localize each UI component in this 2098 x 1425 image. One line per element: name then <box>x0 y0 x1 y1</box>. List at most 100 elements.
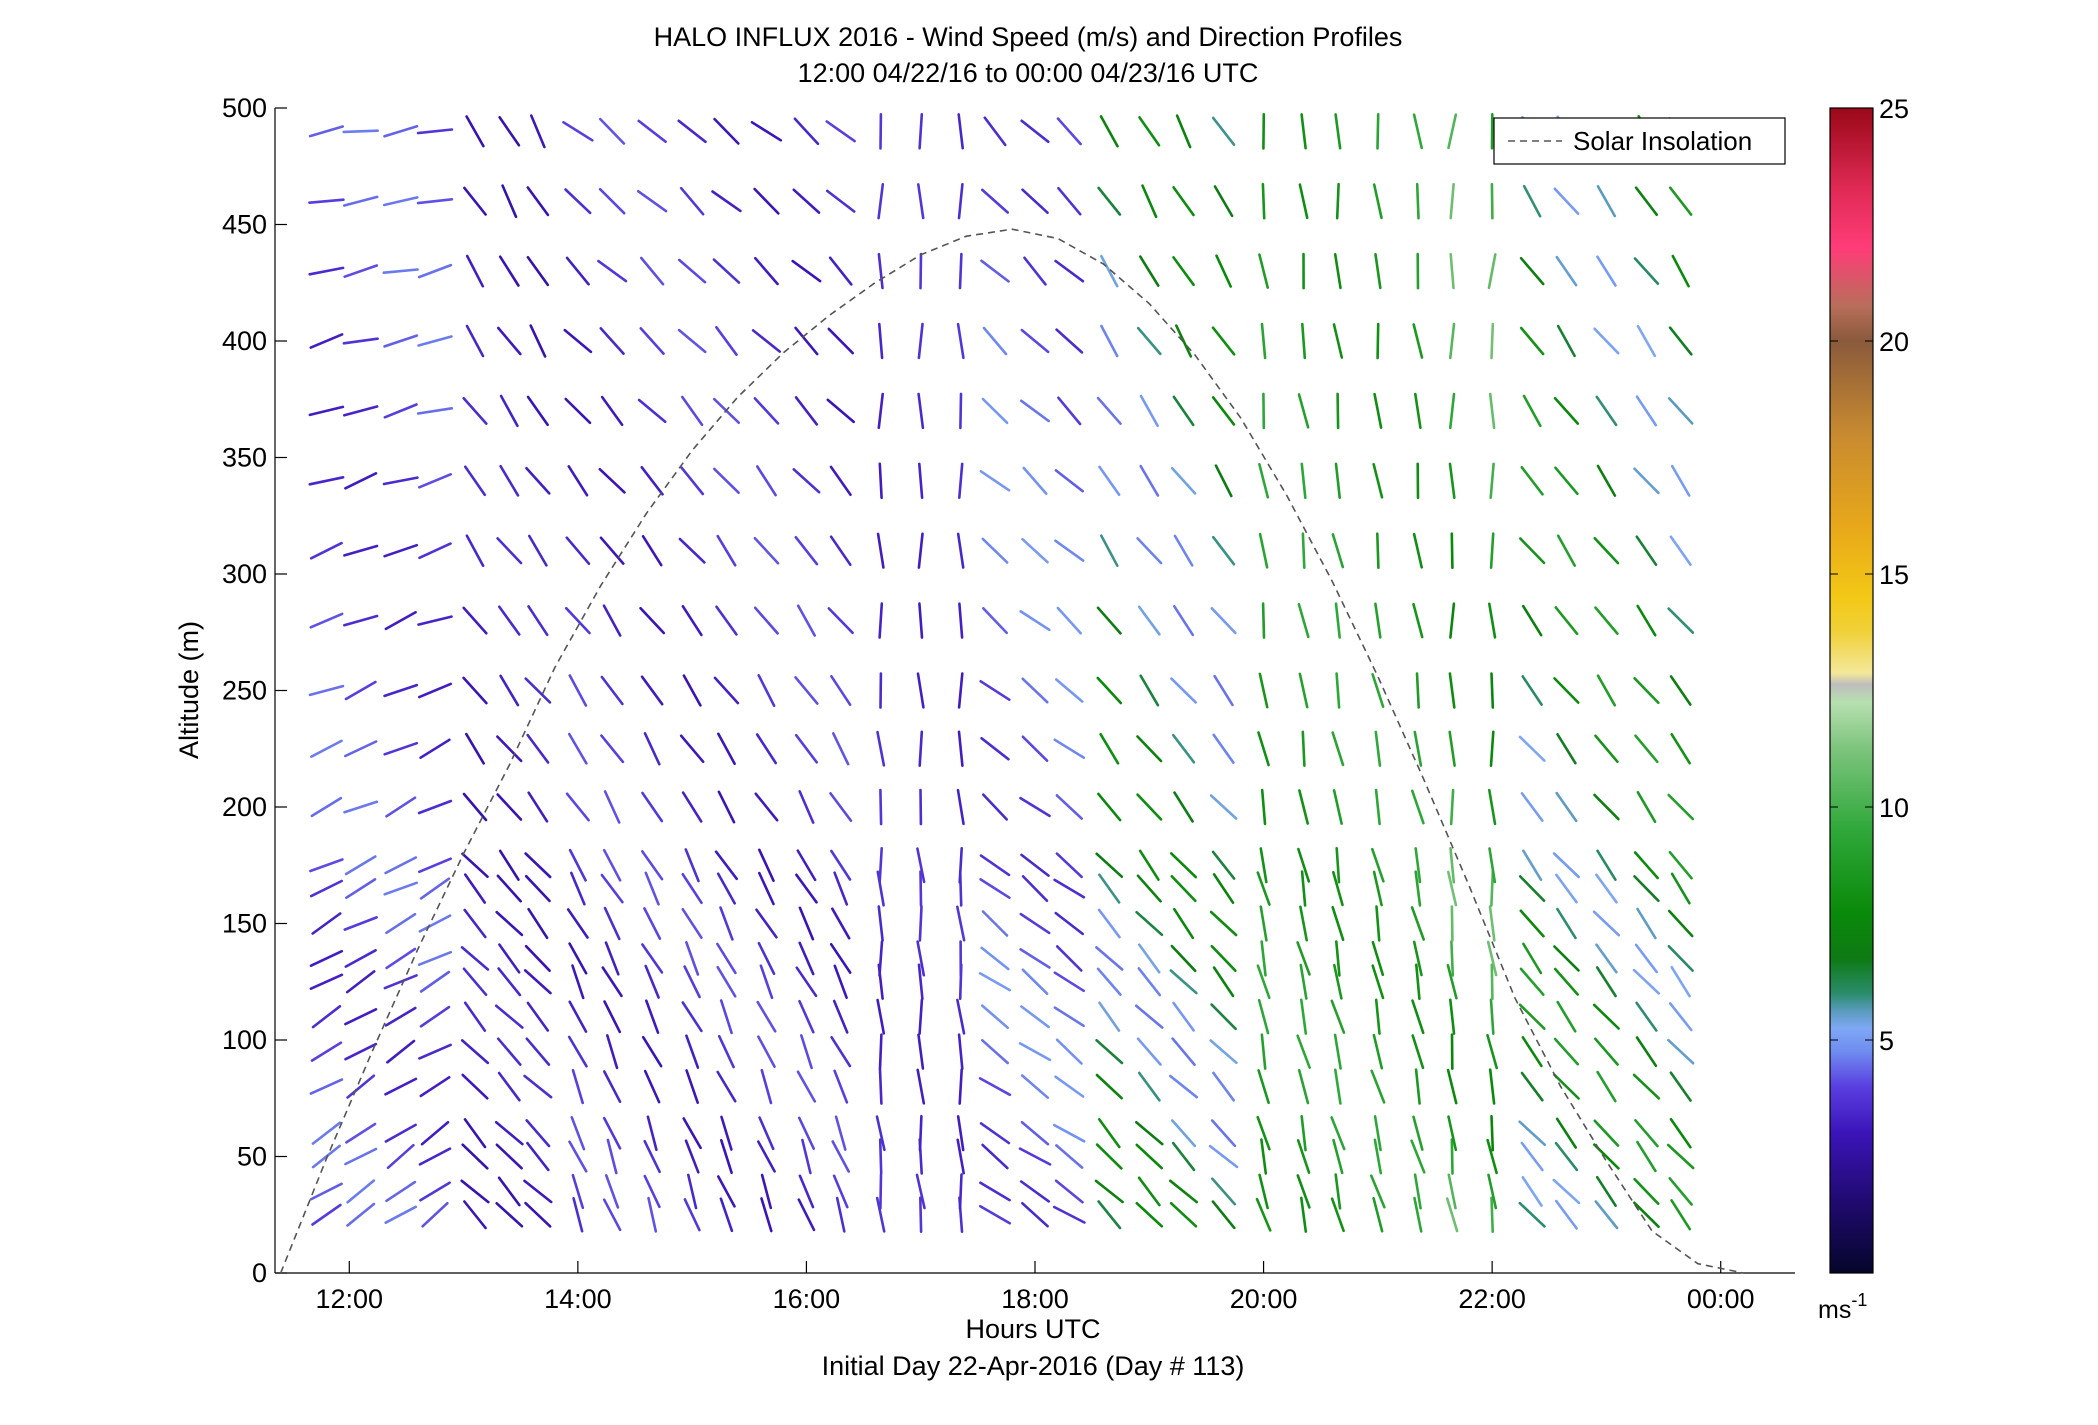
wind-barb <box>1211 1177 1237 1206</box>
wind-barb <box>1021 735 1049 763</box>
wind-barb <box>1553 396 1580 425</box>
wind-barb <box>1297 1068 1310 1105</box>
wind-barb <box>1671 254 1690 288</box>
wind-barb <box>1635 535 1658 567</box>
wind-barb <box>918 113 924 150</box>
wind-barb <box>1596 255 1617 287</box>
wind-barb <box>827 327 855 355</box>
wind-barb <box>681 1001 703 1033</box>
wind-barb <box>1169 969 1198 995</box>
y-tick-label: 100 <box>222 1025 267 1055</box>
wind-barb <box>636 190 668 213</box>
wind-barb <box>1300 1115 1307 1152</box>
wind-barb <box>715 325 738 357</box>
colorbar-gradient <box>1829 107 1874 1274</box>
wind-barb <box>598 467 626 494</box>
wind-barb <box>1100 534 1119 568</box>
wind-barb <box>755 733 778 765</box>
wind-barb <box>1668 1177 1693 1206</box>
wind-barb <box>1635 1036 1658 1068</box>
wind-barb <box>1260 1138 1268 1175</box>
wind-barb <box>1592 1003 1620 1030</box>
wind-barb <box>1096 676 1123 705</box>
wind-barb <box>1634 1119 1659 1148</box>
wind-barb <box>462 396 488 425</box>
wind-barb <box>417 472 453 489</box>
wind-barb <box>495 1202 524 1228</box>
wind-barb <box>463 465 487 497</box>
wind-barb <box>1259 905 1268 942</box>
wind-barb <box>1054 1075 1085 1098</box>
wind-barb <box>1297 602 1310 639</box>
wind-barb <box>1518 735 1546 762</box>
wind-barb <box>309 973 344 991</box>
wind-barb <box>1449 846 1456 884</box>
wind-barb <box>1411 999 1425 1035</box>
wind-barb <box>1260 1033 1267 1070</box>
wind-barb <box>1490 182 1494 220</box>
wind-barb <box>498 849 520 881</box>
wind-barb <box>564 188 592 215</box>
wind-barb <box>499 464 520 497</box>
wind-barb <box>917 1033 925 1070</box>
wind-barb <box>1374 730 1382 767</box>
wind-barb <box>1099 732 1120 765</box>
wind-barb <box>1490 963 1494 1001</box>
wind-barb <box>1447 870 1458 907</box>
wind-barb <box>602 1116 622 1150</box>
wind-barb <box>1209 910 1238 937</box>
wind-barb <box>1173 907 1195 940</box>
wind-barb <box>978 1077 1012 1097</box>
colorbar-tick-label: 20 <box>1879 327 1909 357</box>
wind-barb <box>1445 1197 1459 1233</box>
wind-barb <box>342 405 379 417</box>
wind-barb <box>1098 465 1121 497</box>
wind-barb <box>918 1196 923 1233</box>
wind-barb <box>1139 464 1160 497</box>
wind-barb <box>568 1000 588 1033</box>
x-tick-label: 00:00 <box>1687 1284 1755 1314</box>
wind-barb <box>1450 1138 1454 1175</box>
wind-barb <box>916 847 926 884</box>
wind-barb <box>344 1147 378 1166</box>
wind-barb <box>1635 1001 1658 1032</box>
wind-barb <box>641 791 664 823</box>
wind-barb <box>1098 1118 1121 1149</box>
wind-barb <box>1019 948 1051 969</box>
wind-barb <box>499 674 520 707</box>
wind-barb <box>794 326 819 356</box>
wind-barb <box>527 791 549 823</box>
wind-barb <box>309 1078 344 1095</box>
wind-barb <box>834 1115 847 1151</box>
wind-barb <box>1414 847 1422 884</box>
wind-barb <box>525 466 551 495</box>
wind-barb <box>494 1004 524 1029</box>
wind-barb <box>637 119 667 143</box>
wind-barb <box>564 397 592 425</box>
wind-barb <box>758 1116 775 1151</box>
wind-barb <box>1257 1069 1270 1105</box>
wind-barb <box>682 1117 702 1150</box>
wind-barb <box>918 730 924 768</box>
wind-barb <box>1053 1006 1085 1028</box>
wind-barb <box>919 870 923 907</box>
wind-barb <box>760 1173 773 1210</box>
wind-barb <box>344 680 377 701</box>
wind-barb <box>1332 323 1344 359</box>
wind-barb <box>495 1143 523 1170</box>
wind-barb <box>1173 534 1194 567</box>
wind-barb <box>1488 602 1497 639</box>
wind-barb <box>1450 905 1454 942</box>
wind-barb <box>1633 257 1660 286</box>
wind-barb <box>1054 1179 1084 1204</box>
wind-barb <box>1488 905 1496 942</box>
wind-barb <box>640 850 664 881</box>
wind-barb <box>978 1204 1012 1225</box>
x-axis-ticks: 12:00 14:00 16:00 18:00 20:00 22:00 00:00 <box>315 1261 1755 1314</box>
wind-barb <box>1450 940 1455 977</box>
wind-barb <box>1171 1037 1196 1066</box>
wind-barb <box>386 1143 415 1170</box>
wind-barb <box>1633 875 1660 903</box>
wind-barb <box>835 1196 846 1233</box>
wind-barb <box>1412 532 1423 569</box>
